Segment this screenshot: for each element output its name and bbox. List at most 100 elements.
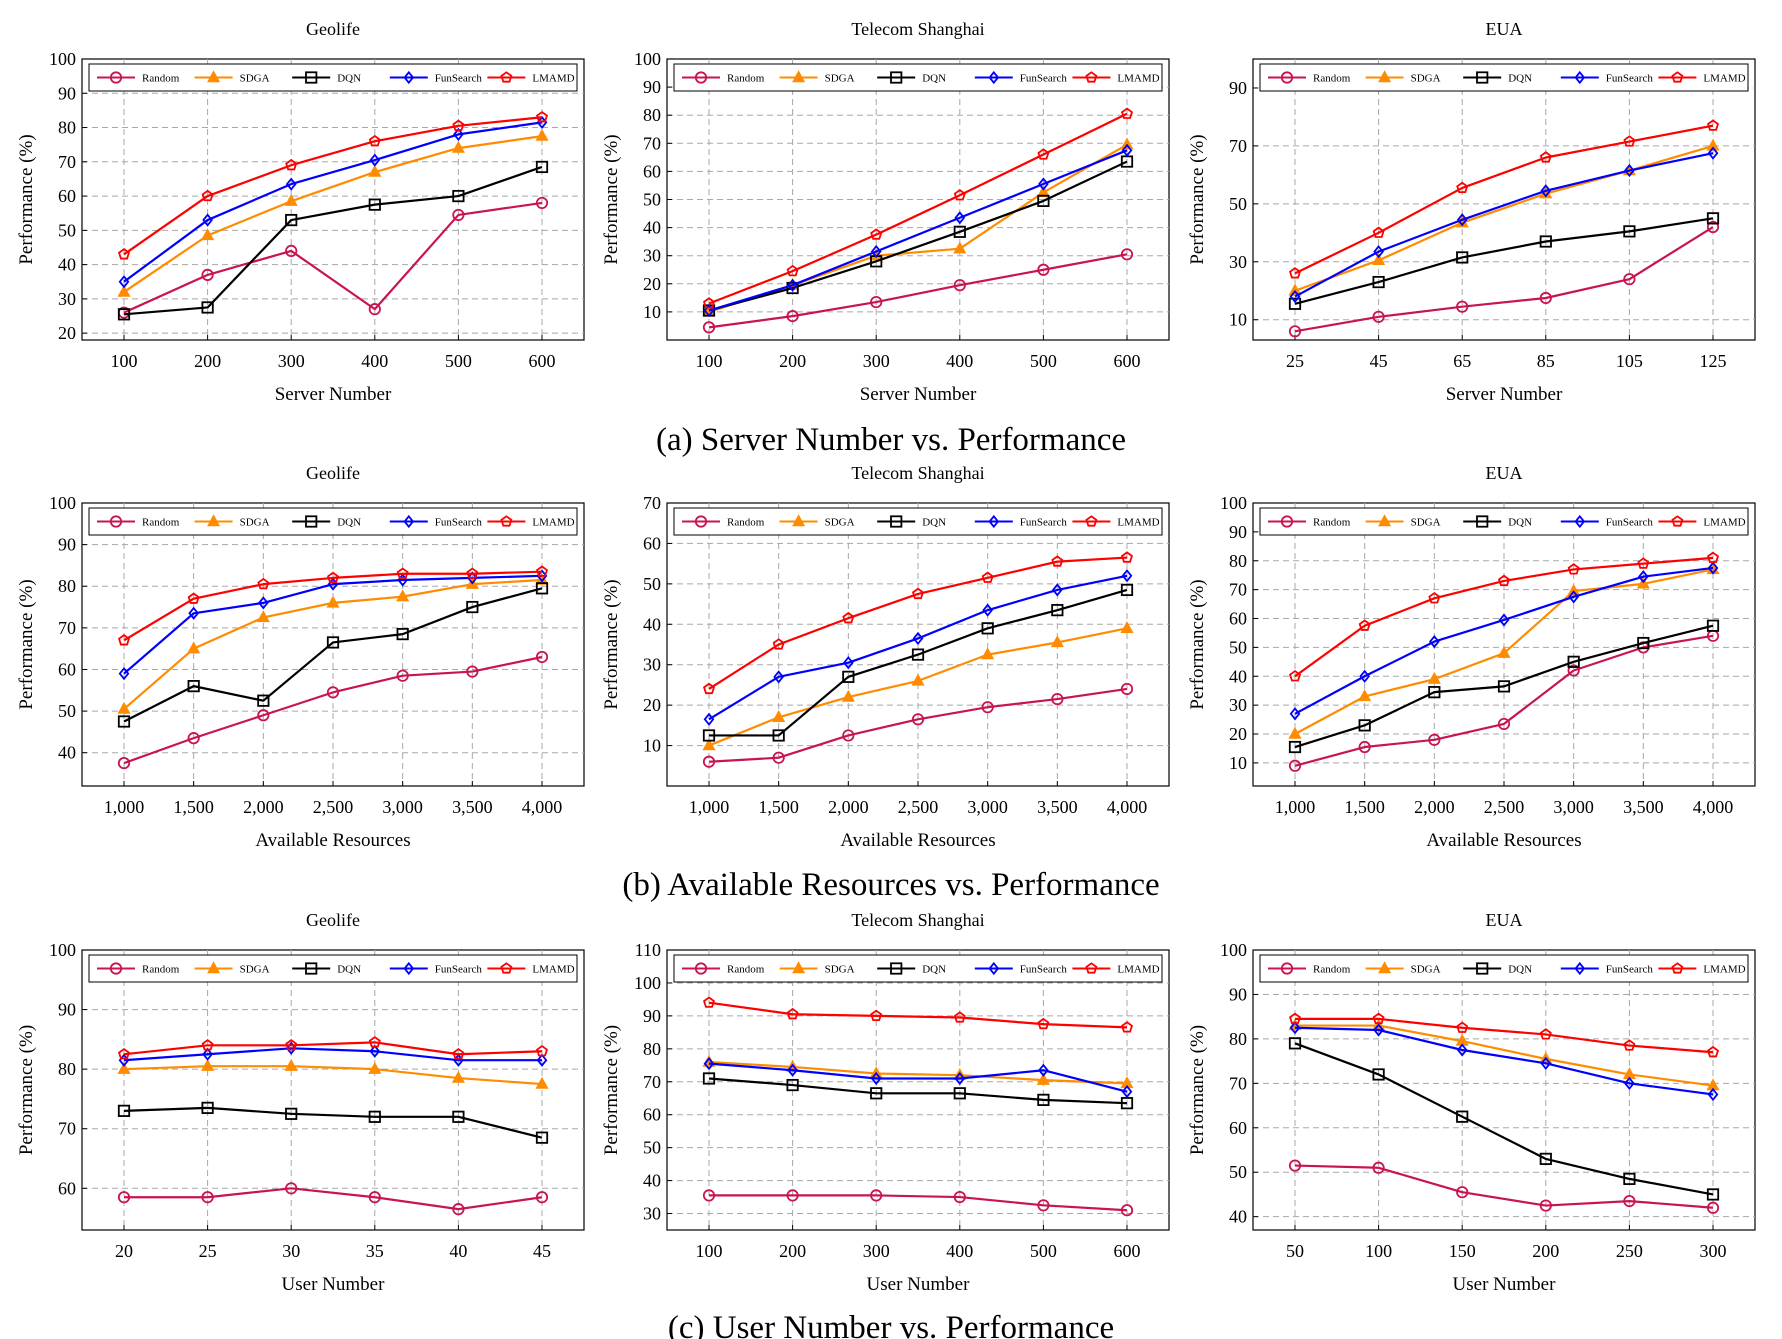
chart-3-point-lmamd [1539,151,1552,163]
chart-4-point-dqn [466,600,479,614]
chart-2-point-random [870,295,883,309]
chart-6-point-sdga [1358,689,1372,702]
chart-2-point-lmamd [1120,107,1134,119]
chart-3-point-sdga [1706,138,1720,151]
chart-3-point-dqn [1539,235,1552,248]
chart-4-point-random [396,669,409,682]
chart-7-x-tick-label: 40 [449,1241,467,1261]
chart-5-point-funsearch [1121,569,1133,583]
chart-4-legend-marker-funsearch [403,514,415,529]
chart-7-legend-label-lmamd: LMAMD [532,964,574,976]
chart-5-point-funsearch [703,712,715,726]
chart-8-point-random [702,1189,716,1202]
chart-8-legend-label-funsearch: FunSearch [1020,964,1068,976]
chart-4-point-sdga [256,610,270,623]
chart-4-point-lmamd [466,567,479,579]
chart-8: 100 200 300 400 500 600 30 40 50 60 70 80 90 100 110 Te… [601,910,1170,1295]
chart-2-point-funsearch [1121,143,1133,157]
chart-3-point-sdga [1288,283,1302,296]
chart-8-point-dqn [953,1087,966,1100]
chart-8-x-tick-label: 100 [696,1241,723,1261]
chart-7-point-random [368,1191,381,1204]
chart-4-series-line-random [123,655,543,765]
chart-1-point-lmamd [368,134,381,147]
chart-8-y-tick-label: 90 [643,1006,661,1026]
chart-6-legend-marker-lmamd [1671,515,1684,527]
chart-7-legend-marker-sdga [207,961,221,974]
chart-6-point-random [1358,740,1371,754]
chart-4-point-lmamd [257,577,270,590]
chart-2-point-funsearch [703,303,715,318]
chart-7-point-funsearch [536,1053,548,1067]
chart-5-series-line-dqn [709,588,1128,737]
chart-1-y-tick-label: 80 [58,118,76,138]
chart-3-x-tick-label: 125 [1700,351,1727,371]
chart-3-x-tick-label: 25 [1286,351,1304,371]
chart-4-point-dqn [257,694,270,707]
chart-6-x-tick-label: 1,000 [1275,797,1316,817]
chart-4-series-line-lmamd [123,570,543,642]
chart-1-x-tick-label: 500 [445,351,472,371]
chart-7-legend-label-random: Random [142,964,180,976]
chart-4-x-tick-label: 2,000 [243,797,284,817]
chart-7-point-lmamd [117,1047,131,1060]
chart-1-y-tick-label: 30 [58,289,76,309]
chart-1-point-random [285,244,298,258]
chart-8-point-random [953,1190,966,1204]
chart-8-point-lmamd [870,1009,883,1021]
chart-2-legend-label-sdga: SDGA [825,73,855,85]
chart-9-x-tick-label: 250 [1616,1241,1643,1261]
chart-8-legend-label-lmamd: LMAMD [1117,964,1159,976]
chart-9-series-line-sdga [1295,1024,1714,1087]
chart-4-y-tick-label: 60 [58,659,76,679]
chart-9-point-lmamd [1623,1039,1636,1051]
chart-3-point-funsearch [1373,245,1384,259]
chart-5-legend-marker-random [694,515,708,528]
chart-7-point-lmamd [452,1047,465,1060]
chart-1-legend-label-dqn: DQN [337,73,361,85]
chart-1-y-tick-label: 70 [58,152,76,172]
chart-4-x-tick-label: 1,000 [104,797,145,817]
chart-7-point-sdga [535,1076,549,1089]
chart-3-legend-marker-sdga [1378,70,1392,83]
chart-1-y-axis-label: Performance (%) [16,134,37,264]
chart-3-y-tick-label: 50 [1229,194,1247,214]
chart-9-legend-label-random: Random [1313,964,1351,976]
chart-5-point-sdga [981,647,995,660]
chart-8-point-random [1037,1199,1050,1212]
chart-2-series-line-lmamd [708,112,1128,305]
chart-2-y-tick-label: 70 [643,133,661,153]
chart-6-y-tick-label: 20 [1229,724,1247,744]
chart-5-point-random [842,729,855,742]
chart-5-point-sdga [772,710,786,722]
chart-3-point-funsearch [1624,163,1635,178]
chart-6-point-dqn [1358,719,1371,732]
chart-4-point-lmamd [117,634,131,646]
chart-6-point-sdga [1567,583,1581,596]
chart-2-y-tick-label: 80 [643,105,661,125]
chart-2-series-line-random [708,253,1128,329]
chart-5-point-random [911,713,925,726]
chart-3-legend-label-random: Random [1313,73,1351,85]
chart-4-series-line-dqn [123,587,543,723]
chart-2-y-tick-label: 40 [643,218,661,238]
chart-5-legend-marker-funsearch [988,514,1000,529]
chart-3-point-lmamd [1372,226,1385,238]
chart-9-y-tick-label: 60 [1229,1118,1247,1138]
chart-8-y-tick-label: 100 [634,973,661,993]
chart-1-legend-label-random: Random [142,73,180,85]
chart-2-y-tick-label: 50 [643,190,661,210]
chart-3-series-line-sdga [1294,144,1714,292]
chart-7-series-line-lmamd [123,1041,543,1056]
chart-8-x-tick-label: 600 [1114,1241,1141,1261]
chart-3-x-axis-label: Server Number [1446,384,1563,405]
chart-1-y-tick-label: 60 [58,186,76,206]
chart-5-x-tick-label: 1,000 [689,797,730,817]
chart-6-x-axis-label: Available Resources [1426,830,1581,851]
chart-5-legend-label-funsearch: FunSearch [1020,517,1068,529]
chart-6-point-funsearch [1568,590,1580,604]
chart-3-point-funsearch [1707,146,1719,160]
chart-1-legend-marker-dqn [305,71,318,84]
chart-6-point-funsearch [1707,561,1719,575]
chart-2-legend-marker-lmamd [1085,71,1098,83]
